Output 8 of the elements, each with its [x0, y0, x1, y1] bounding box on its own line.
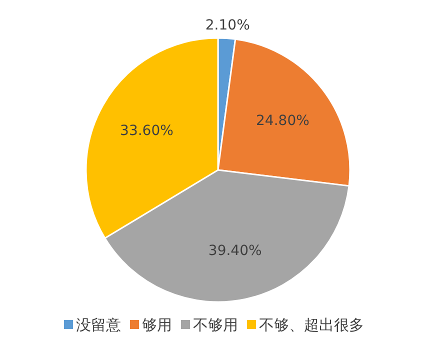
- data-label: 33.60%: [120, 122, 174, 139]
- legend-label: 没留意: [76, 316, 121, 334]
- legend-label: 够用: [142, 316, 172, 334]
- legend-label: 不够用: [193, 316, 238, 334]
- data-label: 2.10%: [205, 17, 250, 34]
- legend-label: 不够、超出很多: [259, 316, 364, 334]
- data-label: 24.80%: [256, 112, 310, 129]
- data-label: 39.40%: [208, 243, 262, 260]
